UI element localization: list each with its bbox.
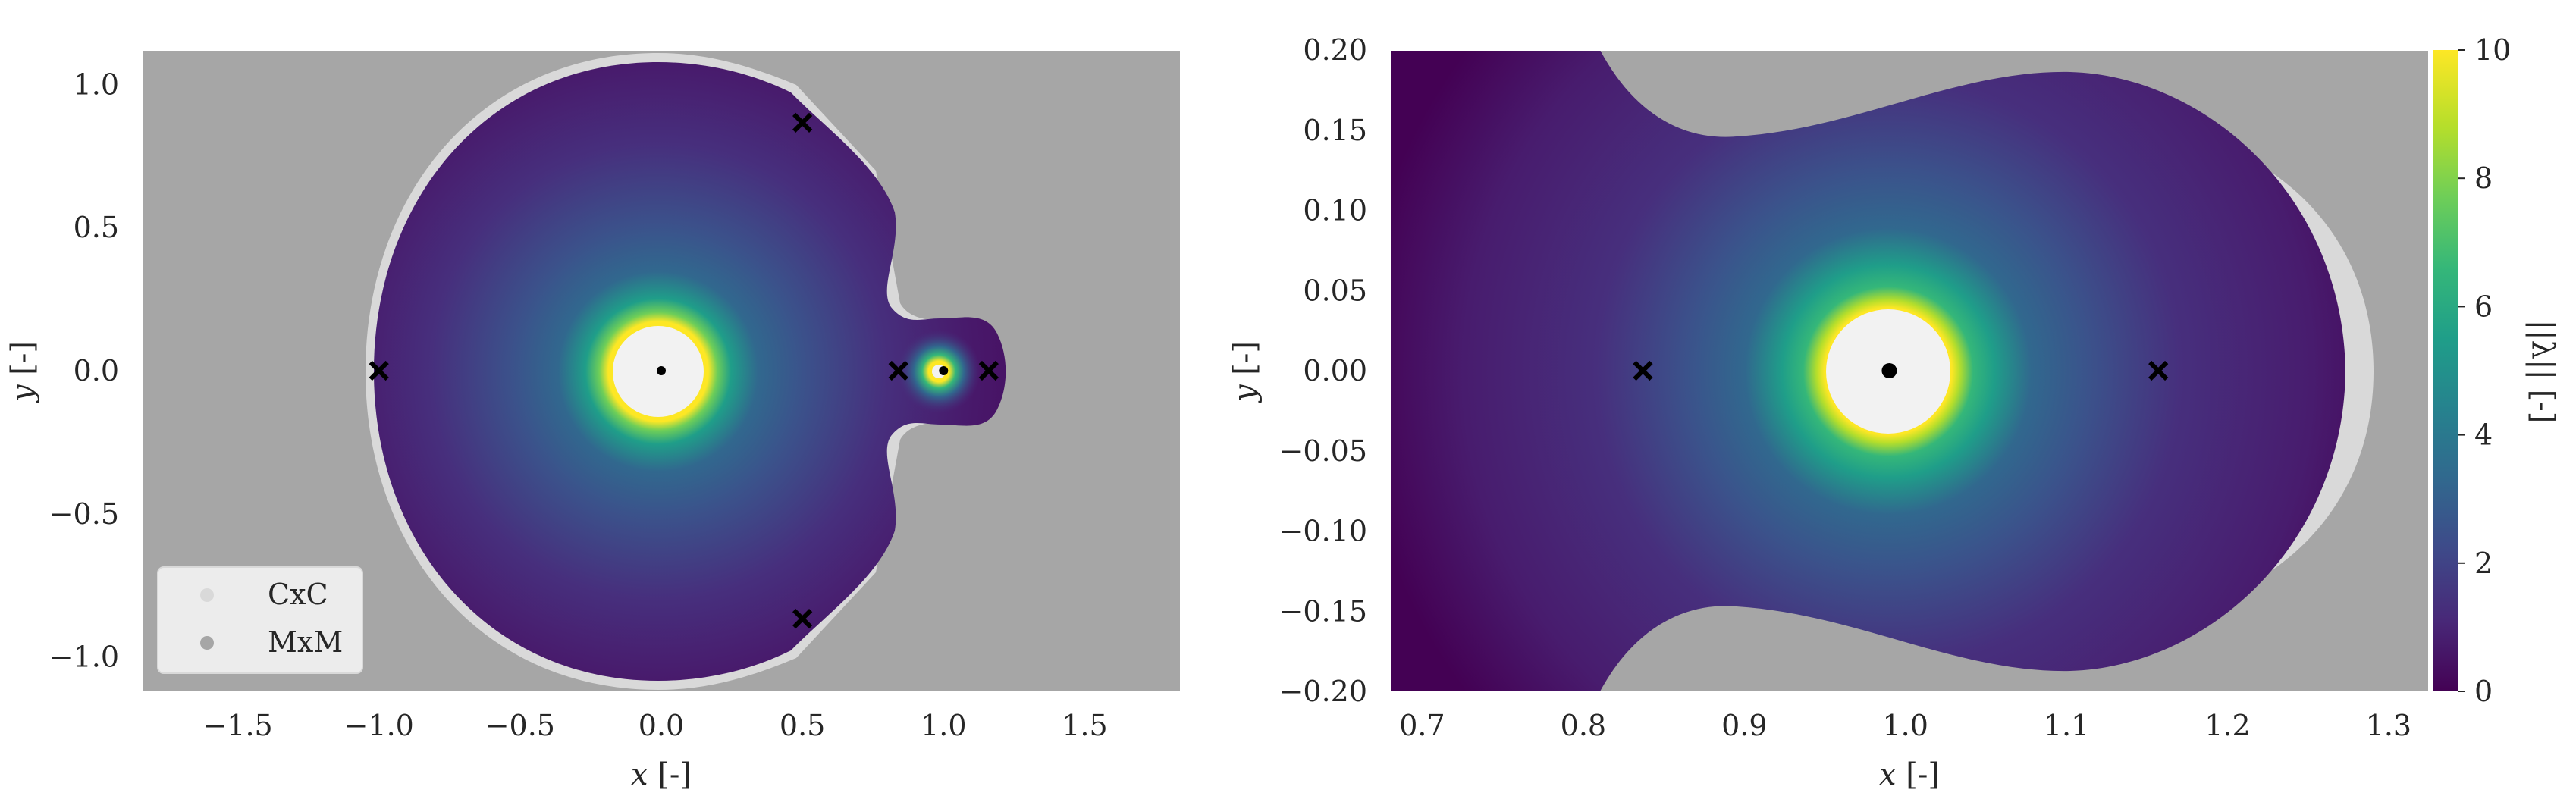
colorbar-tick-label-0: 0 xyxy=(2474,675,2493,708)
right-x-tick-label-2: 0.9 xyxy=(1721,709,1767,742)
right-y-tick-label-7: −0.15 xyxy=(1279,594,1367,628)
left-lagrange-marker-0 xyxy=(369,360,389,381)
right-x-axis-label: x [-] xyxy=(1879,757,1940,792)
colorbar-ticks: 0 2 4 6 8 10 xyxy=(2458,33,2511,708)
left-x-tick-label-1: −1.0 xyxy=(344,709,414,742)
right-y-tick-label-6: −0.10 xyxy=(1279,515,1367,548)
left-x-tick-label-0: −1.5 xyxy=(202,709,272,742)
colorbar-gradient xyxy=(2433,50,2458,691)
legend: CxC MxM xyxy=(157,566,363,674)
left-y-axis-label: y [-] xyxy=(5,341,40,403)
right-x-ticks: 0.7 0.8 0.9 1.0 1.1 1.2 1.3 xyxy=(1399,709,2411,742)
left-primary-dot-0 xyxy=(657,366,666,375)
right-x-tick-label-0: 0.7 xyxy=(1399,709,1445,742)
left-y-tick-label-2: 0.0 xyxy=(74,354,119,387)
left-plot-frame xyxy=(141,49,1181,692)
left-y-tick-label-0: 1.0 xyxy=(74,67,119,101)
right-y-tick-label-2: 0.10 xyxy=(1303,194,1367,227)
colorbar-label: ||λ|| [-] xyxy=(2525,320,2560,424)
colorbar-tick-label-5: 10 xyxy=(2474,33,2511,67)
left-x-tick-label-4: 0.5 xyxy=(780,709,825,742)
right-y-axis-label: y [-] xyxy=(1228,341,1263,403)
left-primary-dot-1 xyxy=(939,366,949,375)
right-y-tick-label-1: 0.15 xyxy=(1303,114,1367,147)
left-x-tick-label-3: 0.0 xyxy=(639,709,684,742)
right-x-tick-label-5: 1.2 xyxy=(2204,709,2250,742)
colorbar-tick-label-3: 6 xyxy=(2474,290,2493,323)
colorbar-tick-label-2: 4 xyxy=(2474,418,2493,452)
right-panel: 0.7 0.8 0.9 1.0 1.1 1.2 1.3 0.200.150.100.050.… xyxy=(1228,33,2560,792)
left-x-ticks: −1.5 −1.0 −0.5 0.0 0.5 1.0 1.5 xyxy=(202,709,1107,742)
right-primary-dot-0 xyxy=(1881,363,1897,378)
right-y-tick-label-5: −0.05 xyxy=(1279,434,1367,468)
right-lagrange-marker-1 xyxy=(2148,360,2169,381)
legend-marker-cxc xyxy=(200,588,214,602)
right-y-tick-label-4: 0.00 xyxy=(1303,354,1367,387)
right-x-tick-label-3: 1.0 xyxy=(1882,709,1928,742)
colorbar: 0 2 4 6 8 10 ||λ|| [-] xyxy=(2433,33,2560,708)
right-x-tick-label-4: 1.1 xyxy=(2044,709,2089,742)
right-x-tick-label-1: 0.8 xyxy=(1561,709,1606,742)
right-y-tick-label-3: 0.05 xyxy=(1303,274,1367,307)
left-x-tick-label-5: 1.0 xyxy=(921,709,966,742)
right-y-ticks: 0.20 0.15 0.10 0.05 0.00 −0.05 −0.10 −0.15 −0.20 xyxy=(1279,33,1367,708)
right-y-tick-label-8: −0.20 xyxy=(1279,675,1367,708)
right-plot-frame xyxy=(1389,49,2430,692)
colorbar-tick-label-1: 2 xyxy=(2474,547,2493,580)
left-lagrange-marker-3 xyxy=(792,112,813,133)
left-x-tick-label-2: −0.5 xyxy=(485,709,555,742)
left-y-tick-label-4: −1.0 xyxy=(49,641,119,674)
left-x-tick-label-6: 1.5 xyxy=(1062,709,1107,742)
legend-label-mxm: MxM xyxy=(268,625,343,659)
left-lagrange-marker-4 xyxy=(792,608,813,629)
colorbar-tick-label-4: 8 xyxy=(2474,161,2493,195)
left-lagrange-marker-1 xyxy=(888,360,908,381)
left-marks xyxy=(369,112,999,629)
left-y-tick-label-1: 0.5 xyxy=(74,211,119,244)
right-y-tick-label-0: 0.20 xyxy=(1303,33,1367,67)
left-lagrange-marker-2 xyxy=(978,360,999,381)
legend-marker-mxm xyxy=(200,636,214,650)
right-x-tick-label-6: 1.3 xyxy=(2366,709,2411,742)
left-x-axis-label: x [-] xyxy=(631,757,692,792)
legend-label-cxc: CxC xyxy=(268,578,328,611)
left-y-tick-label-3: −0.5 xyxy=(49,497,119,531)
left-panel: −1.5 −1.0 −0.5 0.0 0.5 1.0 1.5 1.00.50.0−0.5−1… xyxy=(5,49,1181,792)
right-marks xyxy=(1633,360,2169,381)
left-y-ticks: 1.0 0.5 0.0 −0.5 −1.0 xyxy=(49,67,119,673)
right-lagrange-marker-0 xyxy=(1633,360,1653,381)
